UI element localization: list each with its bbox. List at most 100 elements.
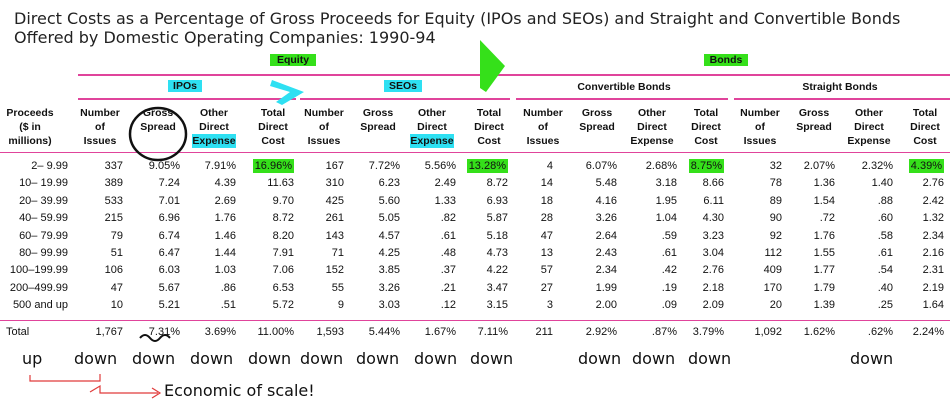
table-row-cell: 409: [763, 264, 782, 277]
table-row-cell: 2.00: [595, 299, 617, 312]
table-row-cell: .59: [661, 229, 677, 242]
table-row-cell: 6.23: [378, 177, 400, 190]
table-row-cell: 533: [104, 194, 123, 207]
straight-subgroup-label: Straight Bonds: [802, 81, 878, 93]
red-arrow-up-to-down: [29, 374, 101, 382]
table-row-cell: 389: [104, 177, 123, 190]
table-row-cell: 90: [769, 212, 782, 225]
trend-note-down: down: [300, 349, 344, 368]
total-row-cell: 1.62%: [803, 326, 835, 338]
total-row-cell: 7.11%: [477, 326, 508, 338]
table-row-cell: 143: [325, 229, 344, 242]
table-row-cell: 1.46: [214, 229, 236, 242]
table-row-cell: 4.30: [702, 212, 724, 225]
ipos-other-column-header: Other Direct Expense: [192, 107, 236, 148]
economies-of-scale-note: Economic of scale!: [164, 381, 315, 400]
table-row-cell: 6.53: [272, 281, 294, 294]
table-row-cell: 3.15: [486, 299, 508, 312]
cyan-arrow-mark: [270, 80, 304, 105]
table-row-cell: .42: [661, 264, 677, 277]
table-row-cell: 6.03: [158, 264, 180, 277]
table-row-cell: .19: [661, 281, 677, 294]
table-row-cell: 3.23: [702, 229, 724, 242]
table-row-cell: 3: [546, 299, 553, 312]
table-row-cell: 2.31: [922, 264, 944, 277]
convertible-num-column-header: Number of Issues: [523, 107, 563, 147]
trend-note-down: down: [190, 349, 234, 368]
table-row-cell: 425: [325, 194, 344, 207]
table-row-label: 60– 79.99: [19, 229, 68, 242]
table-row-cell: 261: [325, 212, 344, 225]
table-row-cell: 10: [110, 299, 123, 312]
table-row-cell: .61: [661, 247, 677, 259]
table-row-cell: 3.26: [595, 212, 617, 225]
table-row-cell: 71: [331, 247, 344, 259]
table-row-cell: 337: [104, 160, 123, 172]
table-row-cell: 1.39: [813, 299, 835, 312]
convertible-total-column-header: Total Direct Cost: [691, 107, 721, 147]
table-row-cell: 4.73: [486, 247, 508, 259]
table-row-cell: 7.91: [272, 247, 294, 259]
table-row-cell: 1.33: [434, 194, 456, 207]
red-arrow-to-econ: [89, 384, 158, 394]
table-row-label: 200–499.99: [9, 281, 68, 294]
table-row-label: 10– 19.99: [19, 177, 68, 190]
table-row-cell: 47: [540, 229, 553, 242]
table-row-cell: 78: [769, 177, 782, 190]
table-row-cell: 6.96: [158, 212, 180, 225]
table-row-cell: 3.18: [655, 177, 677, 190]
table-row-label: 2– 9.99: [31, 160, 68, 172]
straight-other-column-header: Other Direct Expense: [847, 107, 891, 147]
table-row-cell: .61: [440, 229, 456, 242]
table-row-cell: 1.76: [813, 229, 835, 242]
table-row-cell: 4.16: [595, 194, 617, 207]
convertible-other-column-header: Other Direct Expense: [630, 107, 674, 147]
table-row-cell: 20: [769, 299, 782, 312]
table-row-cell: .54: [877, 264, 893, 277]
table-row-cell: 4.22: [486, 264, 508, 277]
trend-note-down: down: [470, 349, 514, 368]
table-row-cell: 167: [325, 160, 344, 172]
ipos-rule: [78, 98, 296, 100]
table-row-cell: .60: [877, 212, 893, 225]
table-row-cell: 4.25: [378, 247, 400, 259]
table-row-cell: 27: [540, 281, 553, 294]
total-row-cell: 1,092: [754, 326, 782, 338]
seos-other-column-header: Other Direct Expense: [410, 107, 454, 148]
table-row-cell: 3.85: [378, 264, 400, 277]
table-row-cell: 1.40: [871, 177, 893, 190]
trend-note-down: down: [688, 349, 732, 368]
red-arrowhead: [151, 387, 162, 399]
ipos-num-column-header: Number of Issues: [80, 107, 120, 147]
table-row-cell: .37: [440, 264, 456, 277]
total-row-cell: 1,593: [316, 326, 344, 338]
table-row-cell: 28: [540, 212, 553, 225]
table-row-label: 100–199.99: [9, 264, 68, 277]
total-row-cell: .62%: [867, 326, 893, 338]
table-row-cell: .12: [440, 299, 456, 312]
table-row-cell: .88: [877, 194, 893, 207]
table-row-cell: 3.47: [486, 281, 508, 294]
total-row-cell: 11.00%: [257, 326, 295, 338]
total-row-cell: 5.44%: [368, 326, 400, 338]
table-row-cell: 32: [769, 160, 782, 172]
table-row-cell: 13: [540, 247, 553, 259]
ipos-subgroup-label: IPOs: [168, 80, 202, 92]
table-row-cell: .82: [440, 212, 456, 225]
table-row-cell: 112: [764, 247, 782, 259]
table-row-cell: 2.09: [702, 299, 724, 312]
table-row-cell: .58: [877, 229, 893, 242]
table-row-cell: .21: [440, 281, 456, 294]
convertible-gross-column-header: Gross Spread: [579, 107, 615, 133]
table-row-cell: .48: [440, 247, 456, 259]
table-row-cell: 9: [337, 299, 344, 312]
table-row-cell: 5.67: [158, 281, 180, 294]
table-row-cell: 47: [110, 281, 123, 294]
table-row-cell: 2.16: [922, 247, 944, 259]
table-row-cell: 5.18: [486, 229, 508, 242]
table-row-cell: 5.05: [378, 212, 400, 225]
table-row-cell: 170: [763, 281, 782, 294]
trend-note-down: down: [356, 349, 400, 368]
table-row-cell: 5.60: [378, 194, 400, 207]
straight-gross-column-header: Gross Spread: [796, 107, 832, 133]
